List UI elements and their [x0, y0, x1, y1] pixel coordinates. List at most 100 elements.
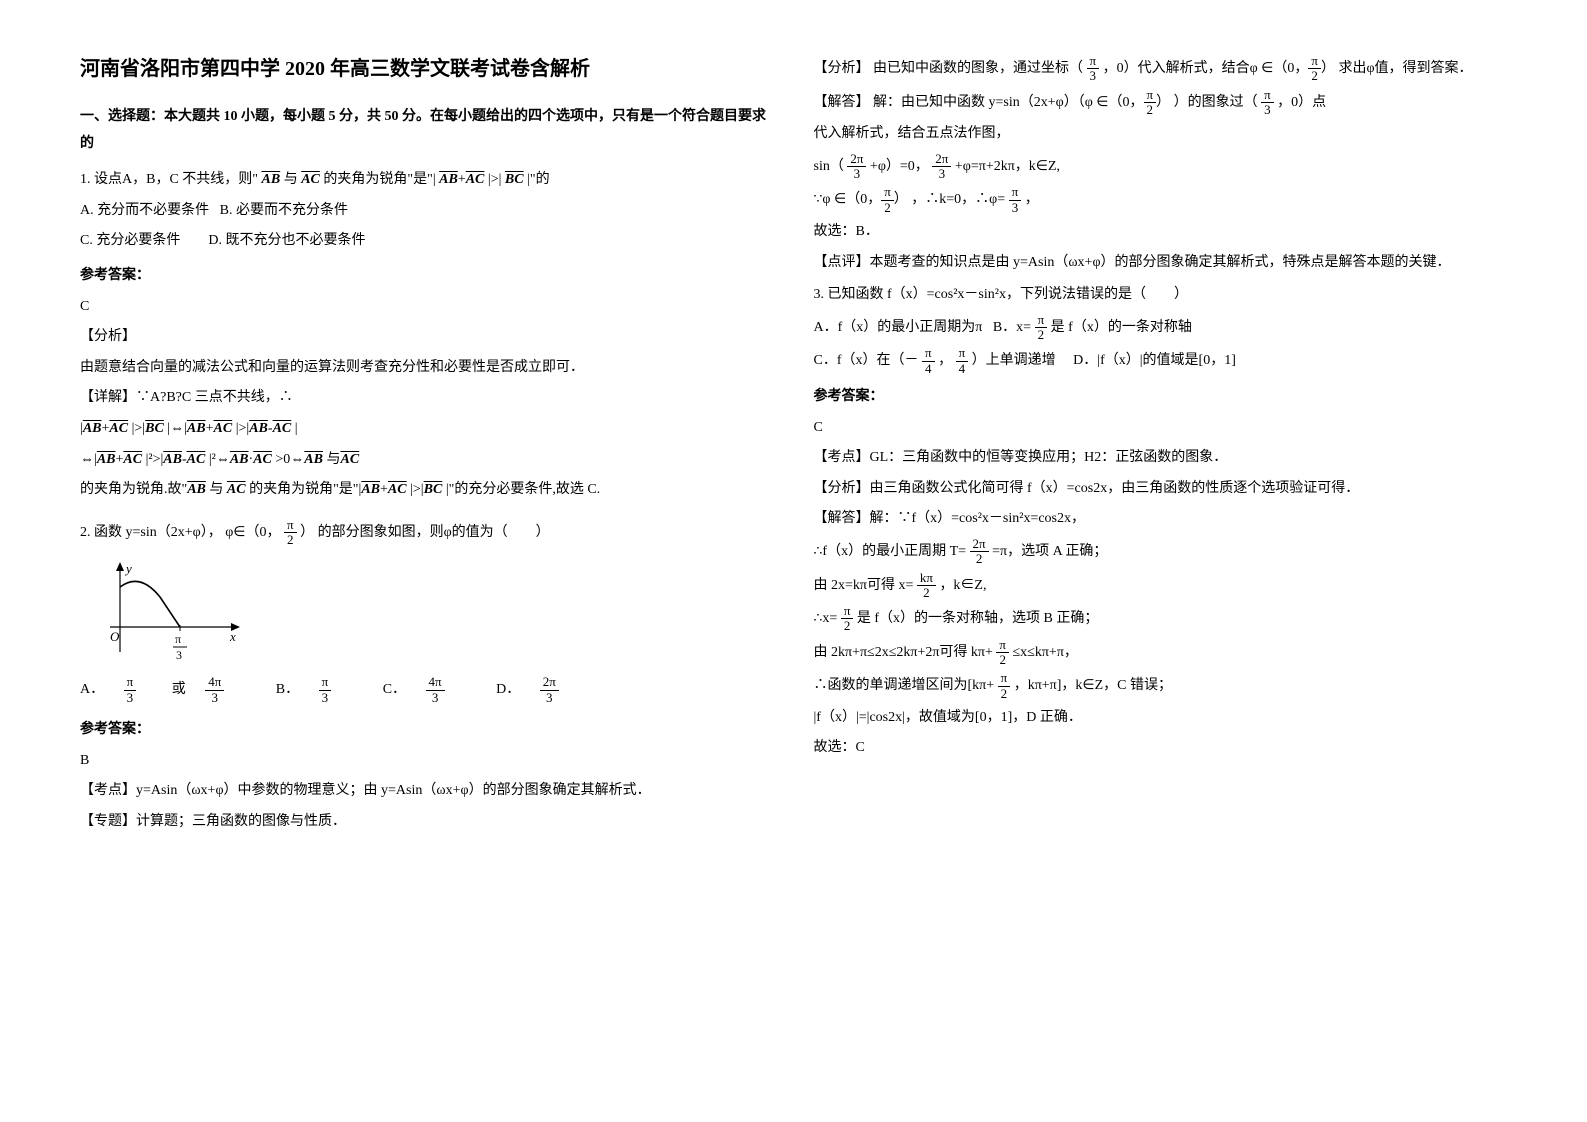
- t: 【点评】: [814, 255, 870, 270]
- t: 计算题；三角函数的图像与性质．: [136, 814, 346, 829]
- t: 由 2kπ+π≤2x≤2kπ+2π可得 kπ+: [814, 645, 993, 660]
- t: +φ）=0，: [870, 159, 929, 174]
- q2-dianping: 【点评】本题考查的知识点是由 y=Asin（ωx+φ）的部分图象确定其解析式，特…: [814, 250, 1508, 277]
- t: y=Asin（ωx+φ）中参数的物理意义；由 y=Asin（ωx+φ）的部分图象…: [136, 783, 651, 798]
- t: ）上单调递增: [972, 353, 1056, 368]
- q2-fenxi: 【分析】 由已知中函数的图象，通过坐标（ π3 ，0）代入解析式，结合φ ∈（0…: [814, 54, 1508, 84]
- d: 3: [1261, 103, 1274, 117]
- q2-kaodian: 【考点】y=Asin（ωx+φ）中参数的物理意义；由 y=Asin（ωx+φ）的…: [80, 778, 774, 805]
- q1-answer: C: [80, 294, 774, 321]
- t: 的夹角为锐角.故": [80, 482, 187, 497]
- q3-jieda1: 【解答】解：∵f（x）=cos²x－sin²x=cos2x，: [814, 506, 1508, 533]
- d: 2: [996, 653, 1009, 667]
- q2-jieda4: 代入解析式，结合五点法作图，: [814, 121, 1508, 148]
- d: 3: [1087, 69, 1100, 83]
- t: +φ=π+2kπ，k∈Z,: [955, 159, 1060, 174]
- d: 2: [970, 552, 989, 566]
- q2-zhuanti-label: 【专题】: [80, 814, 136, 829]
- v: AB: [361, 482, 380, 497]
- t: 由已知中函数的图象，通过坐标（: [873, 61, 1083, 76]
- q2-optD: D． 2π3: [496, 682, 591, 697]
- f: π4: [922, 346, 935, 376]
- v: AB: [230, 452, 249, 467]
- q3-answer: C: [814, 415, 1508, 442]
- q2-graph: y x O π 3: [110, 557, 250, 667]
- v: AC: [187, 452, 206, 467]
- v: AB: [97, 452, 116, 467]
- n: π: [319, 675, 332, 690]
- t: 【分析】: [814, 481, 870, 496]
- v: BC: [424, 482, 443, 497]
- vec-BC: BC: [505, 172, 524, 187]
- t: |²>|: [146, 452, 164, 467]
- d: 3: [1009, 201, 1022, 215]
- n: π: [1087, 54, 1100, 69]
- n: π: [1009, 185, 1022, 200]
- f: π3: [124, 675, 153, 705]
- d: 3: [540, 691, 559, 705]
- n: π: [1144, 88, 1157, 103]
- vec-AC2: AC: [466, 172, 485, 187]
- t: |: [295, 421, 298, 436]
- t: |>|: [236, 421, 250, 436]
- d: 2: [1308, 69, 1321, 83]
- q1-optA: A. 充分而不必要条件: [80, 203, 209, 218]
- q1-options-ab: A. 充分而不必要条件 B. 必要而不充分条件: [80, 198, 774, 225]
- f: 2π3: [540, 675, 575, 705]
- d: 2: [1144, 103, 1157, 117]
- t: ∴函数的单调递增区间为[kπ+: [814, 678, 995, 693]
- q2-phi-range-pre: φ∈（0，: [225, 525, 280, 540]
- t: 与: [209, 482, 227, 497]
- t: ，0）代入解析式，结合φ: [1103, 61, 1258, 76]
- origin-label: O: [110, 629, 120, 644]
- f: π2: [998, 671, 1011, 701]
- q2-zhuanti: 【专题】计算题；三角函数的图像与性质．: [80, 809, 774, 836]
- t: ，0）点: [1277, 95, 1326, 110]
- d: 3: [205, 691, 224, 705]
- q1-analysis: 由题意结合向量的减法公式和向量的运算法则考查充分性和必要性是否成立即可．: [80, 355, 774, 382]
- v: AB: [83, 421, 102, 436]
- q2-jieda6: ∵φ ∈（0，π2） ，∴k=0，∴φ= π3 ，: [814, 185, 1508, 215]
- t: 【解答】: [814, 511, 870, 526]
- q3-ref-label: 参考答案：: [814, 384, 1508, 411]
- vec-AC: AC: [301, 172, 320, 187]
- n: π: [124, 675, 137, 690]
- t: ⇔|: [80, 452, 97, 467]
- t: 是 f（x）的一条对称轴，选项 B 正确；: [857, 611, 1099, 626]
- f: π3: [1087, 54, 1100, 84]
- v: AC: [227, 482, 246, 497]
- q1-vecrow3: 的夹角为锐角.故"AB 与 AC 的夹角为锐角"是"|AB+AC |>|BC |…: [80, 477, 774, 504]
- v: AC: [388, 482, 407, 497]
- t: 解：由已知中函数 y=sin（2x+φ）（φ: [873, 95, 1093, 110]
- document-title: 河南省洛阳市第四中学 2020 年高三数学文联考试卷含解析: [80, 50, 774, 88]
- f: π2: [1035, 313, 1048, 343]
- q3-optB: B．x= π2 是 f（x）的一条对称轴: [993, 320, 1192, 335]
- t: 是 f（x）的一条对称轴: [1051, 320, 1192, 335]
- d: 3: [426, 691, 445, 705]
- q3-jieda3: 由 2x=kπ可得 x= kπ2 ，k∈Z,: [814, 571, 1508, 601]
- v: AC: [109, 421, 128, 436]
- d: 2: [917, 586, 936, 600]
- t: ，: [1025, 192, 1039, 207]
- n: π: [841, 604, 854, 619]
- q1-options-cd: C. 充分必要条件 D. 既不充分也不必要条件: [80, 228, 774, 255]
- q3-jieda8: 故选：C: [814, 735, 1508, 762]
- q2-kaodian-label: 【考点】: [80, 783, 136, 798]
- t: GL：三角函数中的恒等变换应用；H2：正弦函数的图象．: [870, 450, 1228, 465]
- t: ∴x=: [814, 611, 838, 626]
- q1-optC: C. 充分必要条件: [80, 233, 180, 248]
- f: π3: [319, 675, 348, 705]
- q1-vecrow1: |AB+AC |>|BC |⇔|AB+AC |>|AB-AC |: [80, 416, 774, 443]
- q2-optB: B． π3: [276, 682, 367, 697]
- frac-pi-2: π2: [284, 518, 297, 548]
- f: π2: [1144, 88, 1157, 118]
- q1-vecrow2: ⇔|AB+AC |²>|AB-AC |²⇔AB·AC >0⇔AB 与AC: [80, 447, 774, 474]
- t: 由 2x=kπ可得 x=: [814, 578, 914, 593]
- t: >0⇔: [275, 452, 304, 467]
- t: ≤x≤kπ+π，: [1012, 645, 1077, 660]
- q2-jieda5: sin（ 2π3 +φ）=0， 2π3 +φ=π+2kπ，k∈Z,: [814, 152, 1508, 182]
- vec-AB2: AB: [439, 172, 458, 187]
- d: 2: [284, 533, 297, 547]
- d: 2: [841, 619, 854, 633]
- t: ，k∈Z,: [939, 578, 986, 593]
